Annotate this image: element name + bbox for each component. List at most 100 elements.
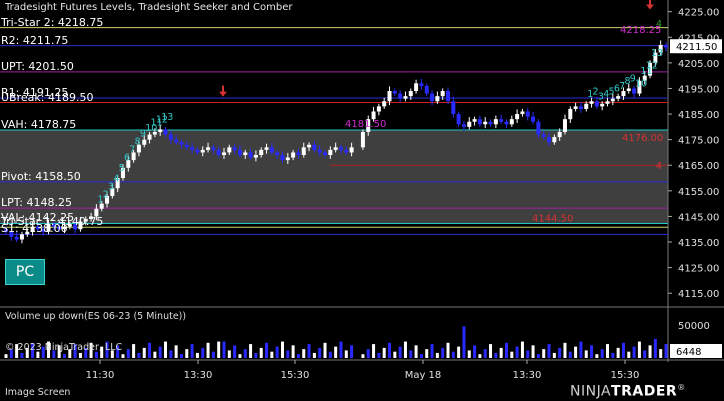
volume-bar [84,347,88,358]
volume-bar [579,341,583,358]
level-label-ubreak: UBreak: 4189.50 [1,90,94,104]
seeker-count-day1: 1 [97,195,103,206]
level-label-upt: UPT: 4201.50 [1,59,74,73]
volume-bar [568,351,572,358]
volume-bar [419,354,423,358]
candle-body [237,149,242,155]
pc-button[interactable]: PC [5,259,45,285]
candle-body [99,203,104,209]
candle-body [57,226,62,230]
candle-body [67,224,72,227]
candle-body [403,96,408,99]
candle-body [483,121,488,125]
seeker-count-day1: 7 [129,144,135,155]
volume-bar [280,341,284,358]
volume-bar [323,342,327,358]
volume-bar [201,347,205,358]
price-tick-label: 4155.00 [678,187,719,198]
candle-body [30,226,35,232]
volume-bar [164,341,168,358]
candle-body [637,80,642,94]
candle-body [467,121,472,127]
candle-body [387,91,392,102]
price-tick-label: 4185.00 [678,110,719,121]
candle-body [275,152,280,155]
candle-body [456,114,461,125]
volume-bar [41,346,45,358]
volume-bar [403,341,407,358]
volume-bar [179,354,183,358]
candle-body [488,121,493,125]
candle-body [435,96,440,102]
volume-bar [499,347,503,358]
volume-bar [637,341,641,358]
candle-body [280,155,285,161]
candle-body [398,93,403,99]
level-label-tristar2: Tri-Star 2: 4218.75 [1,15,104,29]
candle-body [216,149,221,155]
volume-bar [616,347,620,358]
volume-bar [62,354,66,358]
candle-body [419,83,424,86]
volume-bar [174,345,178,358]
candle-body [211,147,216,150]
candle-body [382,101,387,107]
level-label-pivot: Pivot: 4158.50 [1,169,81,183]
magenta-annotation: 4181.50 [345,119,386,130]
level-label-r2: R2: 4211.75 [1,33,69,47]
volume-bar [382,347,386,358]
volume-bar [451,351,455,358]
volume-bar [94,351,98,358]
candle-body [578,106,583,109]
volume-bar [526,350,530,358]
volume-bar [89,342,93,358]
volume-bar [600,349,604,358]
volume-bar [361,354,365,358]
candle-body [46,224,51,232]
volume-bar [388,342,392,358]
candle-body [430,93,435,102]
candle-body [333,147,338,150]
volume-bar [611,352,615,358]
volume-bar [57,345,61,358]
candle-body [472,119,477,122]
seeker-count-day2: 6 [614,84,620,95]
candle-body [248,152,253,158]
ninjatrader-logo: NINJATRADER® [570,383,686,400]
time-tick-label: 11:30 [86,370,115,381]
time-tick-label: May 18 [405,370,442,381]
candle-body [653,52,658,63]
value-area-band [0,130,668,224]
volume-bar [590,345,594,358]
candle-body [525,111,530,117]
volume-bar [153,351,157,358]
candle-body [285,157,290,161]
seeker-count-day1: 5 [119,163,125,174]
candle-body [605,101,610,104]
volume-bar [137,352,141,358]
volume-bar [606,344,610,358]
volume-bar [100,346,104,358]
candle-body [328,149,333,155]
volume-bar [15,344,19,358]
volume-bar [307,344,311,358]
volume-bar [52,350,56,358]
seeker-count-day2: 1 [587,89,593,100]
volume-bar [328,351,332,358]
seeker-count-day2: 10 [635,79,647,90]
volume-bar [632,346,636,358]
candle-body [451,101,456,115]
candle-body [232,147,237,150]
candle-body [600,103,605,107]
copyright-text: © 2023 NinjaTrader, LLC [5,342,123,353]
volume-bar [243,349,247,358]
candle-body [126,160,131,168]
level-label-lpt: LPT: 4148.25 [1,196,72,210]
volume-bar [435,352,439,358]
candle-body [147,134,152,140]
seeker-count-day1: 2 [103,189,109,200]
volume-bar [195,352,199,358]
volume-bar [126,349,130,358]
time-tick-label: 15:30 [281,370,310,381]
volume-panel-title: Volume up down(ES 06-23 (5 Minute)) [5,311,187,322]
